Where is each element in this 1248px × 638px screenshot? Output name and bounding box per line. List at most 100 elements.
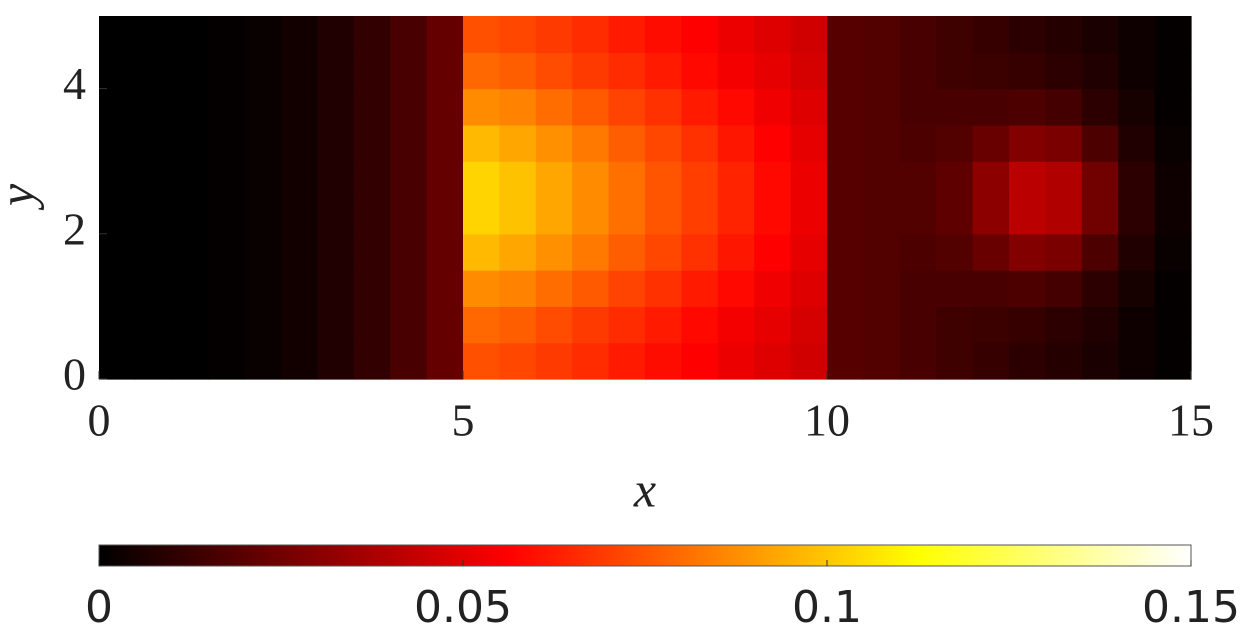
heat-cell xyxy=(1154,233,1192,271)
heat-cell xyxy=(608,270,646,307)
heat-cell xyxy=(244,161,282,199)
heat-cell xyxy=(608,306,646,344)
heat-cell xyxy=(936,124,974,162)
heat-cell xyxy=(754,124,792,162)
heat-cell xyxy=(1081,124,1119,162)
heat-cell xyxy=(572,197,610,235)
heat-cell xyxy=(827,16,864,53)
heat-cell xyxy=(171,16,209,53)
heat-cell xyxy=(99,197,136,235)
heat-cell xyxy=(827,233,864,271)
heat-cell xyxy=(1045,270,1083,307)
heat-cell xyxy=(790,161,828,199)
heat-cell xyxy=(1009,16,1046,53)
y-tick-label: 0 xyxy=(63,349,86,400)
heat-cell xyxy=(1154,342,1192,380)
heat-cell xyxy=(1118,88,1156,126)
heat-cell xyxy=(572,306,610,344)
heat-cell xyxy=(1009,161,1046,199)
heat-cell xyxy=(1118,124,1156,162)
heat-cell xyxy=(1154,197,1192,235)
heat-cell xyxy=(535,124,573,162)
heat-cell xyxy=(899,16,937,53)
heat-cell xyxy=(1081,88,1119,126)
heat-cell xyxy=(353,88,391,126)
heat-cell xyxy=(972,270,1010,307)
heat-cell xyxy=(936,342,974,380)
heat-cell xyxy=(426,124,464,162)
heat-cell xyxy=(572,161,610,199)
heat-cell xyxy=(463,52,500,90)
heat-cell xyxy=(827,124,864,162)
heat-cell xyxy=(863,233,901,271)
heat-cell xyxy=(426,306,464,344)
heat-cell xyxy=(281,88,318,126)
heat-cell xyxy=(863,342,901,380)
heat-cell xyxy=(281,16,318,53)
heat-cell xyxy=(281,233,318,271)
heat-cell xyxy=(135,197,173,235)
heat-cell xyxy=(790,52,828,90)
heat-cell xyxy=(899,306,937,344)
heat-cell xyxy=(208,16,246,53)
heat-cell xyxy=(681,306,719,344)
heat-cell xyxy=(936,233,974,271)
heat-cell xyxy=(827,197,864,235)
heat-cell xyxy=(135,16,173,53)
heat-cell xyxy=(1045,306,1083,344)
heat-cell xyxy=(1154,16,1192,53)
heat-cell xyxy=(754,306,792,344)
heat-cell xyxy=(681,197,719,235)
heat-cell xyxy=(572,16,610,53)
heat-cell xyxy=(1009,124,1046,162)
heat-cell xyxy=(717,342,755,380)
heat-cell xyxy=(426,197,464,235)
heat-cell xyxy=(645,52,682,90)
heat-cell xyxy=(244,16,282,53)
heat-cell xyxy=(535,52,573,90)
heat-cell xyxy=(390,88,428,126)
heat-cell xyxy=(463,161,500,199)
heat-cell xyxy=(827,342,864,380)
heat-cell xyxy=(681,342,719,380)
heat-cell xyxy=(317,270,355,307)
heat-cell xyxy=(572,88,610,126)
heat-cell xyxy=(390,342,428,380)
heat-cell xyxy=(535,233,573,271)
heat-cell xyxy=(426,161,464,199)
heat-cell xyxy=(863,52,901,90)
heat-cell xyxy=(1081,233,1119,271)
heat-cell xyxy=(863,197,901,235)
heat-cell xyxy=(244,88,282,126)
heat-cell xyxy=(572,52,610,90)
heat-cell xyxy=(317,342,355,380)
heat-cell xyxy=(499,197,537,235)
x-tick-label: 0 xyxy=(88,395,111,446)
heat-cell xyxy=(426,88,464,126)
heat-cell xyxy=(1045,233,1083,271)
heat-cell xyxy=(754,342,792,380)
heat-cell xyxy=(1009,342,1046,380)
heat-cell xyxy=(972,88,1010,126)
heat-cell xyxy=(1081,52,1119,90)
heat-cell xyxy=(99,306,136,344)
x-tick-label: 5 xyxy=(452,395,475,446)
heat-cell xyxy=(1081,161,1119,199)
heat-cell xyxy=(790,233,828,271)
heat-cell xyxy=(171,270,209,307)
heat-cell xyxy=(390,16,428,53)
heat-cell xyxy=(572,270,610,307)
heat-cell xyxy=(244,306,282,344)
heat-cell xyxy=(1154,88,1192,126)
heat-cell xyxy=(353,16,391,53)
heat-cell xyxy=(317,52,355,90)
y-tick-label: 4 xyxy=(63,58,86,109)
heat-cell xyxy=(572,124,610,162)
heat-cell xyxy=(1081,16,1119,53)
heat-cell xyxy=(717,197,755,235)
heat-cell xyxy=(499,270,537,307)
heat-cell xyxy=(1118,16,1156,53)
heat-cell xyxy=(717,306,755,344)
colorbar-tick-label: 0.15 xyxy=(1142,582,1240,633)
heat-cell xyxy=(317,88,355,126)
